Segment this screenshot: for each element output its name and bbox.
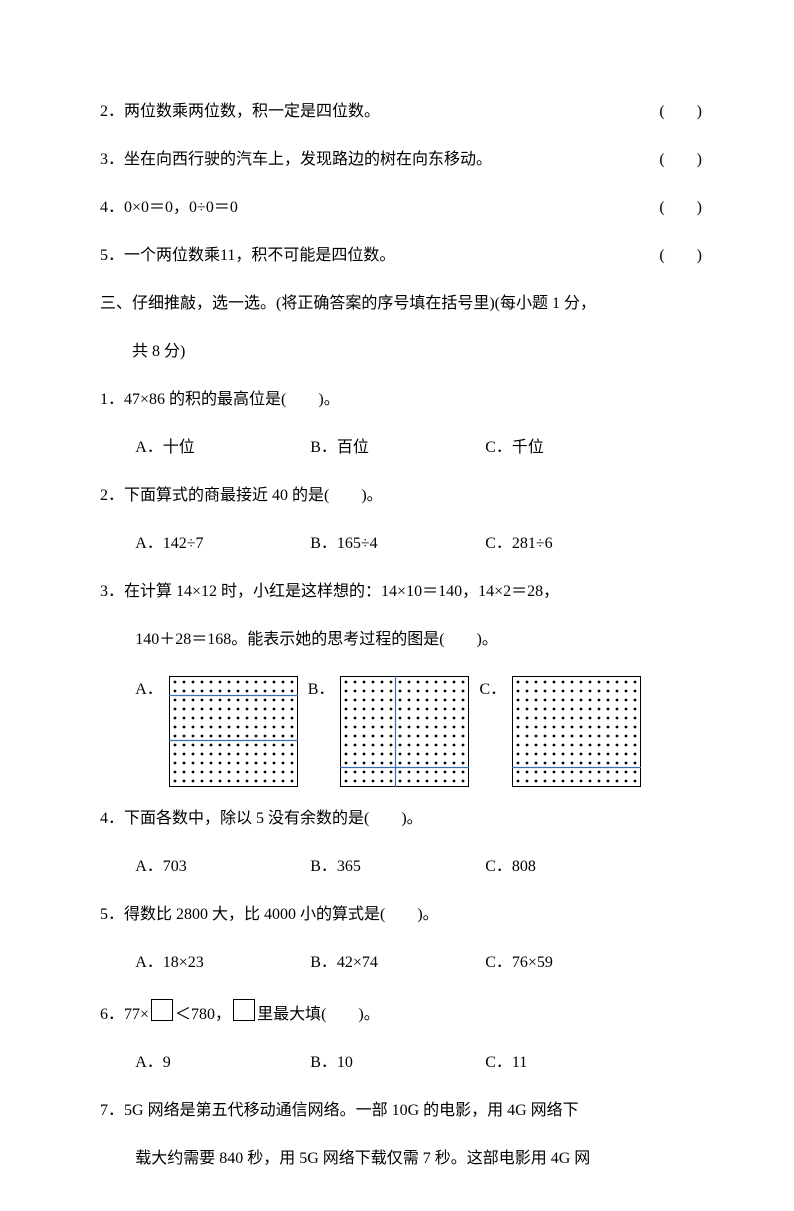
q-text: 在计算 14×12 时，小红是这样想的：14×10＝140，14×2＝28， <box>124 583 559 600</box>
option-b[interactable]: B．10 <box>310 1051 485 1075</box>
q6-mid: ＜780， <box>175 1006 231 1023</box>
q-text-cont: 载大约需要 840 秒，用 5G 网络下载仅需 7 秒。这部电影用 4G 网 <box>135 1147 702 1171</box>
section-subtitle: 共 8 分) <box>132 340 702 364</box>
dot-diagram-a <box>169 676 298 787</box>
blank-box-icon[interactable] <box>233 999 255 1021</box>
q-num: 4 <box>100 807 108 831</box>
option-c[interactable]: C．281÷6 <box>485 532 552 556</box>
option-b-label[interactable]: B． <box>308 676 335 702</box>
tf-num: 2 <box>100 100 108 124</box>
option-a[interactable]: A．十位 <box>135 436 310 460</box>
option-c[interactable]: C．808 <box>485 855 536 879</box>
q-text: 得数比 2800 大，比 4000 小的算式是( )。 <box>124 906 439 923</box>
tf-text: 一个两位数乘11，积不可能是四位数。 <box>124 247 395 264</box>
option-c-label[interactable]: C． <box>479 676 506 702</box>
option-a[interactable]: A．142÷7 <box>135 532 310 556</box>
q-num: 3 <box>100 580 108 604</box>
section-title: 三、仔细推敲，选一选。(将正确答案的序号填在括号里)(每小题 1 分， <box>100 292 702 316</box>
q6-pre: 77× <box>124 1006 149 1023</box>
q-num: 2 <box>100 484 108 508</box>
q-num: 1 <box>100 388 108 412</box>
q-text: 下面算式的商最接近 40 的是( )。 <box>124 487 383 504</box>
q-num: 6 <box>100 1003 108 1027</box>
answer-paren[interactable]: ( ) <box>659 244 702 268</box>
q6-post: 里最大填( )。 <box>257 1006 380 1023</box>
option-b[interactable]: B．百位 <box>310 436 485 460</box>
option-a-label[interactable]: A． <box>135 676 163 702</box>
tf-text: 0×0＝0，0÷0＝0 <box>124 199 238 216</box>
q-text: 下面各数中，除以 5 没有余数的是( )。 <box>124 810 423 827</box>
answer-paren[interactable]: ( ) <box>659 100 702 124</box>
q-text: 5G 网络是第五代移动通信网络。一部 10G 的电影，用 4G 网络下 <box>124 1102 579 1119</box>
option-b[interactable]: B．365 <box>310 855 485 879</box>
tf-text: 两位数乘两位数，积一定是四位数。 <box>124 103 380 120</box>
dot-diagram-c <box>512 676 641 787</box>
option-a[interactable]: A．9 <box>135 1051 310 1075</box>
dot-diagram-b <box>340 676 469 787</box>
q-num: 5 <box>100 903 108 927</box>
option-a[interactable]: A．703 <box>135 855 310 879</box>
q-num: 7 <box>100 1099 108 1123</box>
option-c[interactable]: C．千位 <box>485 436 544 460</box>
blank-box-icon[interactable] <box>151 999 173 1021</box>
answer-paren[interactable]: ( ) <box>659 148 702 172</box>
tf-text: 坐在向西行驶的汽车上，发现路边的树在向东移动。 <box>124 151 492 168</box>
option-c[interactable]: C．11 <box>485 1051 527 1075</box>
option-b[interactable]: B．165÷4 <box>310 532 485 556</box>
q-text: 47×86 的积的最高位是( )。 <box>124 391 340 408</box>
answer-paren[interactable]: ( ) <box>659 196 702 220</box>
tf-num: 4 <box>100 196 108 220</box>
q-text-cont: 140＋28＝168。能表示她的思考过程的图是( )。 <box>135 628 702 652</box>
tf-num: 3 <box>100 148 108 172</box>
option-b[interactable]: B．42×74 <box>310 951 485 975</box>
tf-num: 5 <box>100 244 108 268</box>
option-c[interactable]: C．76×59 <box>485 951 553 975</box>
option-a[interactable]: A．18×23 <box>135 951 310 975</box>
